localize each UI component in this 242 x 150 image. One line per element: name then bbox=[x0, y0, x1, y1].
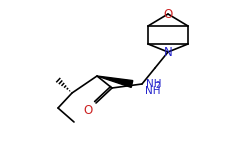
Text: NH: NH bbox=[145, 86, 160, 96]
Text: N: N bbox=[164, 45, 172, 58]
Text: O: O bbox=[84, 104, 93, 117]
Polygon shape bbox=[97, 76, 133, 87]
Text: O: O bbox=[163, 8, 173, 21]
Text: 2: 2 bbox=[156, 81, 161, 90]
Text: NH: NH bbox=[146, 79, 161, 89]
